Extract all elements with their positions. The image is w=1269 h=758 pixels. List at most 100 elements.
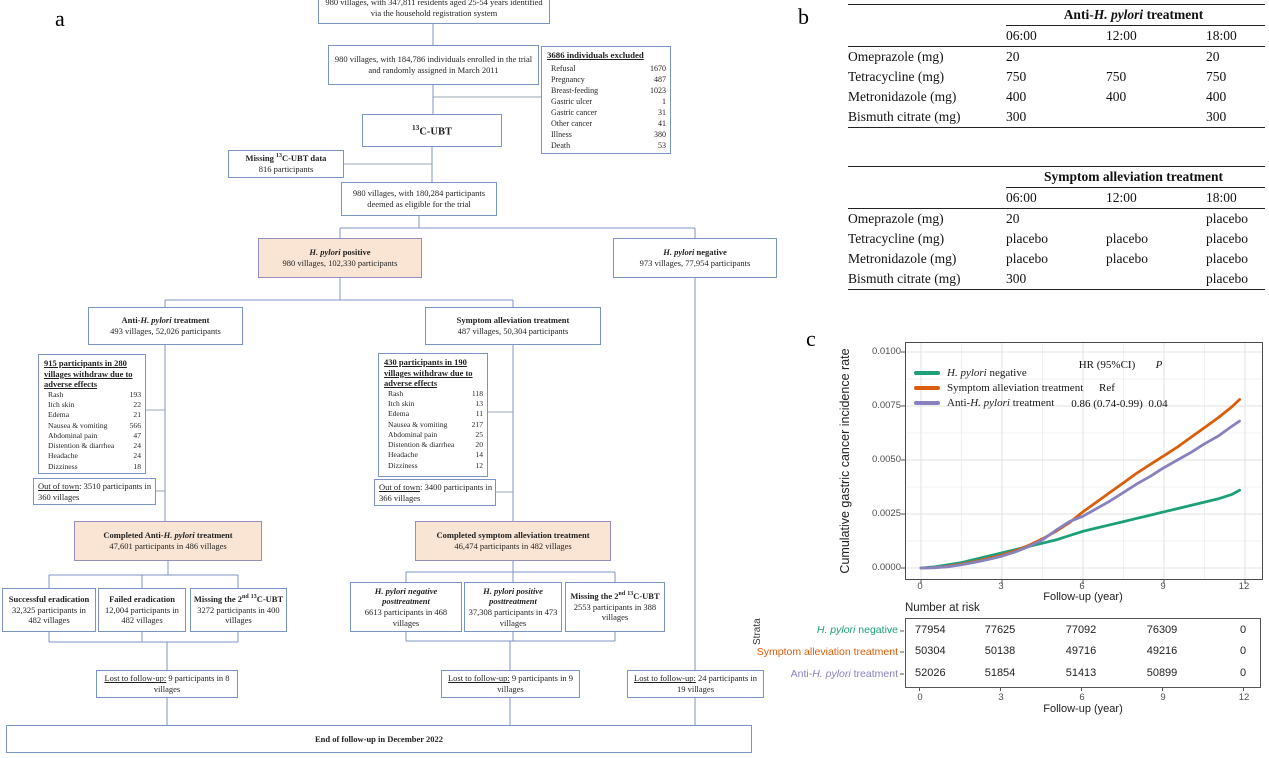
y-tick: 0.0075 [871, 400, 901, 411]
completed-anti-count: 47,601 participants in 486 villages [109, 541, 227, 551]
withdraw-right-title: 430 participants in 190 villages withdra… [384, 357, 473, 389]
lost-left-u: Lost to follow-up: [104, 673, 167, 684]
risk-x-tick: 12 [1238, 692, 1250, 703]
excluded-value: 1023 [650, 86, 666, 96]
excluded-row: Pregnancy 487 [547, 74, 666, 85]
adverse-value: 47 [133, 430, 141, 440]
flow-box-hpneg-post: H. pylori negative posttreatment 6613 pa… [350, 582, 462, 632]
drug-label: Omeprazole (mg) [848, 211, 944, 226]
flow-box-missing2-right: Missing the 2nd 13C-UBT 2553 participant… [565, 582, 665, 632]
ubt-title: 13C-UBT [365, 123, 499, 139]
risk-value: 50138 [984, 645, 1016, 657]
dose [1106, 209, 1206, 230]
adverse-label: Edema [388, 409, 410, 419]
excluded-label: Breast-feeding [551, 86, 599, 96]
dose [1106, 107, 1206, 128]
strata-label-symptom: Symptom alleviation treatment [728, 646, 898, 658]
table2-time-row: 06:00 12:00 18:00 [848, 187, 1265, 209]
risk-x-tick: 3 [998, 692, 1004, 703]
risk-row-symptom: 50304 50138 49716 49216 0 [906, 645, 1260, 659]
legend-label: Symptom alleviation treatment [947, 382, 1083, 394]
completed-anti-title: Completed Anti-H. pylori treatment [77, 530, 259, 541]
ubt-superscript: 13 [411, 122, 420, 132]
dose: placebo [1106, 251, 1148, 266]
x-tick: 6 [1079, 581, 1085, 592]
number-at-risk-table: 77954 77625 77092 76309 0 50304 50138 49… [900, 618, 1261, 691]
missing2-pre: Missing the 2 [570, 591, 619, 602]
panel-c-label: c [806, 326, 816, 351]
successful-count: 32,325 participants in 482 villages [12, 604, 86, 626]
table1-empty-cell [848, 25, 1006, 47]
adverse-value: 193 [129, 389, 141, 399]
hppos-post-count: 37,308 participants in 473 villages [468, 607, 558, 628]
hpneg-post-count: 6613 participants in 468 villages [364, 607, 448, 628]
risk-row-anti: 52026 51854 51413 50899 0 [906, 667, 1260, 681]
dose: 20 [1006, 211, 1020, 226]
adverse-value: 13 [475, 399, 483, 409]
dose: 750 [1006, 69, 1027, 84]
missing-ubt-count: 816 participants [258, 164, 314, 174]
flow-box-completed-symptom: Completed symptom alleviation treatment … [415, 521, 611, 561]
lost-right-text: Lost to follow-up: 24 participants in 19… [630, 673, 761, 694]
excluded-value: 1670 [650, 63, 666, 73]
drug-label: Tetracycline (mg) [848, 231, 945, 246]
excluded-row: Gastric ulcer 1 [547, 96, 666, 107]
completed-anti-pre: Completed Anti- [103, 530, 164, 541]
outoftown-left-u: Out of town [38, 480, 80, 491]
table1-time: 06:00 [1006, 25, 1106, 47]
adverse-row: Edema 11 [384, 409, 483, 419]
symptom-treatment-table: Symptom alleviation treatment 06:00 12:0… [848, 166, 1265, 290]
excluded-label: Death [551, 141, 571, 151]
completed-symptom-count: 46,474 participants in 482 villages [454, 541, 572, 551]
withdraw-left-title: 915 participants in 280 villages withdra… [44, 358, 133, 390]
missing2-left-title: Missing the 2nd 13C-UBT [193, 594, 284, 605]
hp-negative-count: 973 villages, 77,954 participants [639, 258, 751, 268]
flow-box-anti-treatment: Anti-H. pylori treatment 493 villages, 5… [88, 307, 243, 345]
flow-box-withdraw-right: 430 participants in 190 villages withdra… [378, 353, 488, 477]
outoftown-right-rest: : 3400 participants in 366 villages [379, 481, 493, 503]
excluded-value: 53 [658, 141, 666, 151]
adverse-value: 24 [133, 441, 141, 451]
table1-time-row: 06:00 12:00 18:00 [848, 25, 1265, 47]
table1-h-pre: Anti- [1063, 7, 1094, 22]
failed-count: 12,004 participants in 482 villages [105, 604, 179, 626]
flow-box-lost-mid: Lost to follow-up: 9 participants in 9 v… [441, 670, 580, 698]
dose: placebo [1206, 231, 1248, 246]
flow-box-lost-right: Lost to follow-up: 24 participants in 19… [627, 670, 764, 698]
adverse-label: Rash [388, 388, 404, 398]
risk-value: 0 [1239, 645, 1247, 657]
dose: 400 [1106, 89, 1127, 104]
dose: 300 [1206, 107, 1265, 128]
adverse-label: Rash [48, 389, 64, 399]
dose: 750 [1206, 69, 1227, 84]
adverse-value: 12 [475, 460, 483, 470]
dose: 300 [1006, 107, 1106, 128]
strata-label-hp-negative: H. pylori negative [768, 624, 898, 636]
plot-canvas [901, 343, 1262, 584]
hr-value: 0.86 (0.74-0.99) [1071, 398, 1143, 410]
excluded-label: Gastric cancer [551, 108, 597, 118]
x-tick: 9 [1160, 581, 1166, 592]
flow-box-eligible: 980 villages, with 180,284 participants … [341, 182, 497, 216]
adverse-row: Nausea & vomiting 217 [384, 420, 483, 430]
risk-value: 49716 [1065, 645, 1097, 657]
excluded-value: 31 [658, 108, 666, 118]
adverse-value: 20 [475, 440, 483, 450]
flow-box-enrolled-text: 980 villages, with 184,786 individuals e… [334, 54, 533, 75]
adverse-label: Distention & diarrhea [48, 441, 115, 451]
adverse-row: Dizziness 12 [384, 461, 483, 471]
excluded-label: Other cancer [551, 119, 593, 129]
dose: placebo [1006, 231, 1048, 246]
missing2-sup-13: 13 [250, 594, 257, 601]
risk-value: 0 [1239, 624, 1247, 636]
excluded-row: Other cancer 41 [547, 118, 666, 129]
lost-mid-text: Lost to follow-up: 9 participants in 9 v… [444, 673, 577, 694]
adverse-value: 21 [133, 410, 141, 420]
eligible-text: 980 villages, with 180,284 participants … [352, 188, 486, 209]
adverse-label: Nausea & vomiting [388, 419, 448, 429]
flow-box-missing2-left: Missing the 2nd 13C-UBT 3272 participant… [190, 588, 287, 632]
flow-box-enrolled: 980 villages, with 184,786 individuals e… [328, 45, 539, 85]
table1-group-header-row: Anti-H. pylori treatment [848, 4, 1265, 26]
minor-gridlines [906, 343, 1262, 579]
missing2-right-title: Missing the 2nd 13C-UBT [568, 591, 662, 602]
